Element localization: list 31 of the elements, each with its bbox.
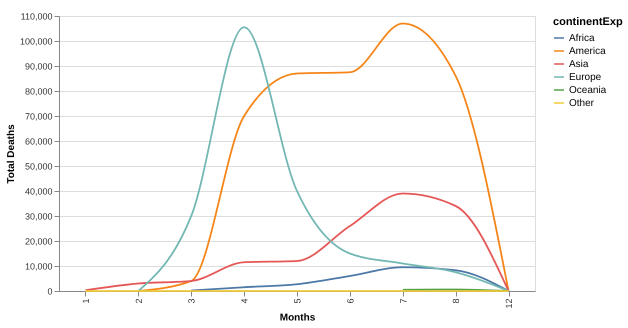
y-tick-label: 30,000 <box>24 212 52 222</box>
legend-title: continentExp <box>553 16 623 28</box>
y-tick-label: 70,000 <box>24 112 52 122</box>
x-tick-label: 1 <box>80 298 91 304</box>
legend-label: Europe <box>569 72 602 83</box>
x-tick-label: 8 <box>451 298 462 304</box>
x-axis-title: Months <box>280 312 316 324</box>
y-tick-label: 50,000 <box>24 162 52 172</box>
legend-label: Other <box>569 98 595 109</box>
line-series <box>84 192 510 292</box>
y-tick-label: 10,000 <box>24 262 52 272</box>
x-tick-label: 3 <box>186 298 197 304</box>
x-tick-label: 6 <box>345 298 356 304</box>
y-tick-label: 90,000 <box>24 62 52 72</box>
x-tick-label: 7 <box>398 298 408 304</box>
y-tick-label: 0 <box>47 286 52 296</box>
legend-label: Asia <box>569 59 589 70</box>
y-axis-title: Total Deaths <box>6 124 17 184</box>
x-tick-label: 2 <box>134 298 144 304</box>
legend-label: Africa <box>569 33 595 44</box>
y-tick-label: 60,000 <box>24 136 52 146</box>
y-tick-label: 40,000 <box>24 186 52 196</box>
y-tick-label: 110,000 <box>20 12 52 22</box>
y-tick-label: 20,000 <box>24 236 52 246</box>
x-tick-label: 12 <box>504 298 514 309</box>
x-tick-label: 4 <box>240 298 250 304</box>
x-tick-label: 5 <box>292 298 302 304</box>
legend-label: Oceania <box>569 85 607 96</box>
y-tick-label: 80,000 <box>24 86 52 96</box>
y-tick-label: 100,000 <box>20 36 52 46</box>
legend-label: America <box>569 46 606 57</box>
